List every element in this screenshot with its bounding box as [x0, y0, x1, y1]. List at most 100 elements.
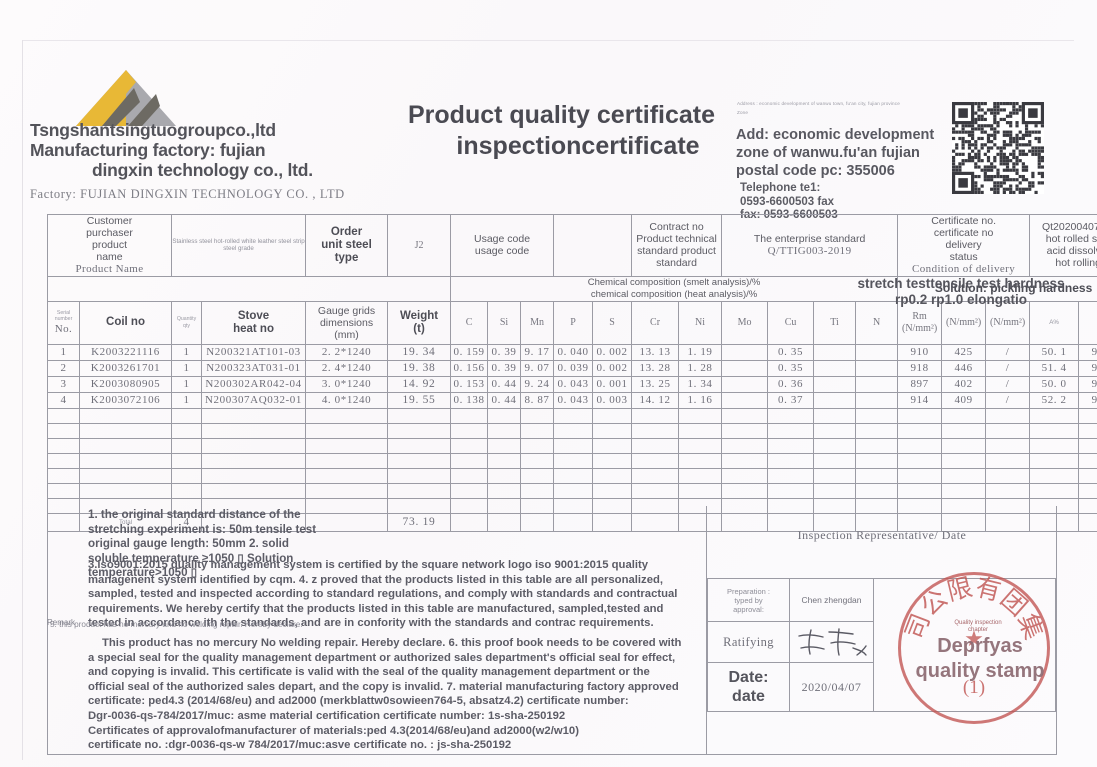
cell-empty — [487, 467, 522, 484]
th-hrb-2: HRB — [1079, 319, 1097, 327]
cell-rm: 910 — [897, 343, 943, 361]
cell-empty — [678, 407, 723, 424]
cell-empty — [897, 422, 943, 439]
th-gauge-grids: Gauge grids dimensions (mm) — [305, 300, 389, 345]
cell-empty — [201, 452, 307, 469]
cell-empty — [553, 482, 594, 499]
cell-empty — [767, 482, 815, 499]
cell-empty — [520, 437, 555, 454]
th-qty-1: Quantity — [176, 316, 197, 323]
cert-value-4: hot rolling: — [1055, 257, 1097, 270]
th-condition-of-delivery: Condition of delivery — [912, 263, 1016, 275]
date-label-1: Date: — [728, 669, 769, 686]
table-row-empty — [47, 452, 1097, 469]
cell-N — [855, 391, 899, 409]
cell-Cu: 0. 35 — [767, 343, 815, 361]
cell-empty — [305, 467, 389, 484]
th-rp02-2: (N/mm²) — [945, 316, 982, 328]
pyramid-logo-icon — [72, 68, 180, 130]
th-product-name: Product Name — [75, 263, 144, 275]
ratifying-label-cell: Ratifying — [707, 621, 790, 663]
cell-rm: 897 — [897, 375, 943, 393]
th-unit-steel: unit steel — [321, 238, 372, 251]
cell-empty — [1029, 437, 1080, 454]
certificate-table: Customer purchaser product name Product … — [46, 214, 1097, 532]
cell-S: 0. 002 — [592, 359, 633, 377]
signature-row-date: Date: date 2020/04/07 — [707, 662, 1056, 712]
cell-Ti — [813, 359, 857, 377]
company-line-2: Manufacturing factory: fujian — [30, 140, 266, 160]
th-prod-tech-1: Product technical — [636, 233, 717, 246]
table-row: 4 K2003072106 1 N200307AQ032-01 4. 0*1240 19.… — [47, 391, 1097, 409]
cell-empty — [47, 422, 80, 439]
cell-empty — [520, 407, 555, 424]
company-name: Tsngshantsingtuogroupco.,ltd Manufacturi… — [30, 120, 375, 180]
cell-empty — [985, 437, 1031, 454]
th-rm-2: (N/mm²) — [901, 322, 938, 334]
cell-rp02: 446 — [941, 359, 987, 377]
cell-empty — [1029, 407, 1080, 424]
page-edge-top — [22, 40, 1074, 41]
cell-empty — [201, 467, 307, 484]
th-qty-2: qty — [183, 322, 190, 329]
th-mech-rp10: (N/mm²) — [985, 300, 1031, 345]
table-row: 2 K2003261701 1 N200323AT031-01 2. 4*1240 19.… — [47, 359, 1097, 377]
preparation-label-2: typed by — [734, 595, 763, 605]
handwritten-signature-icon — [797, 628, 867, 656]
cell-weight: 19. 55 — [387, 391, 452, 409]
th-cert-no-1: Certificate no. — [931, 215, 996, 227]
cell-N — [855, 375, 899, 393]
cell-empty — [941, 452, 987, 469]
cell-empty — [855, 437, 899, 454]
cell-Mo — [721, 359, 769, 377]
note-e2: Certificates of approvalofmanufacturer o… — [88, 724, 579, 737]
cell-empty — [855, 407, 899, 424]
cell-empty — [631, 407, 680, 424]
th-type: type — [334, 251, 359, 264]
cell-empty — [592, 482, 633, 499]
page-title: Product quality certificate inspectionce… — [408, 100, 748, 162]
cell-empty — [631, 467, 680, 484]
factory-subtitle: Factory: FUJIAN DINGXIN TECHNOLOGY CO. ,… — [30, 187, 345, 201]
cell-hrb: 96. 0 — [1078, 375, 1097, 393]
cell-empty — [985, 407, 1031, 424]
cell-empty — [985, 467, 1031, 484]
cell-empty — [721, 452, 769, 469]
cell-Mn: 9. 17 — [520, 343, 555, 361]
stamp-text-line-1: Deprfyas — [937, 635, 1023, 657]
cell-empty — [855, 467, 899, 484]
cell-rp02: 402 — [941, 375, 987, 393]
cell-Mo — [721, 391, 769, 409]
th-customer-purchaser: Customer purchaser product name Product … — [46, 214, 173, 277]
cell-S: 0. 002 — [592, 343, 633, 361]
cell-Ni: 1. 34 — [678, 375, 723, 393]
cell-empty — [305, 407, 389, 424]
cell-empty — [813, 437, 857, 454]
cell-stove: N200323AT031-01 — [201, 359, 307, 377]
cell-empty — [721, 407, 769, 424]
signature-row-preparation: Preparation : typed by approval: Chen zh… — [707, 578, 1056, 712]
cell-empty — [1078, 467, 1097, 484]
cell-empty — [855, 422, 899, 439]
cell-rp10: / — [985, 343, 1031, 361]
table-body: 1 K2003221116 1 N200321AT101-03 2. 2*1240 19.… — [47, 343, 1097, 514]
cell-hrb: 98. 2 — [1078, 359, 1097, 377]
preparation-value-cell: Chen zhengdan — [789, 578, 874, 622]
cell-empty — [721, 437, 769, 454]
note-c: 5. this product has no mercury and no we… — [50, 620, 303, 629]
table-row-empty — [47, 407, 1097, 424]
cell-C: 0. 156 — [450, 359, 489, 377]
total-blank-2 — [201, 512, 307, 532]
cell-Si: 0. 44 — [487, 375, 522, 393]
cell-coil: K2003261701 — [78, 359, 173, 377]
address-line-1: Add: economic development — [736, 127, 935, 143]
cell-rp02: 425 — [941, 343, 987, 361]
telephone-line-1: Telephone te1: — [740, 182, 821, 194]
cell-empty — [1029, 422, 1080, 439]
total-qty: 4 — [171, 512, 203, 532]
date-value-cell: 2020/04/07 — [789, 662, 874, 712]
th-usage-code-1: Usage code — [474, 233, 531, 246]
th-purchaser: purchaser — [86, 227, 133, 239]
cell-empty — [171, 437, 203, 454]
cell-empty — [1029, 467, 1080, 484]
